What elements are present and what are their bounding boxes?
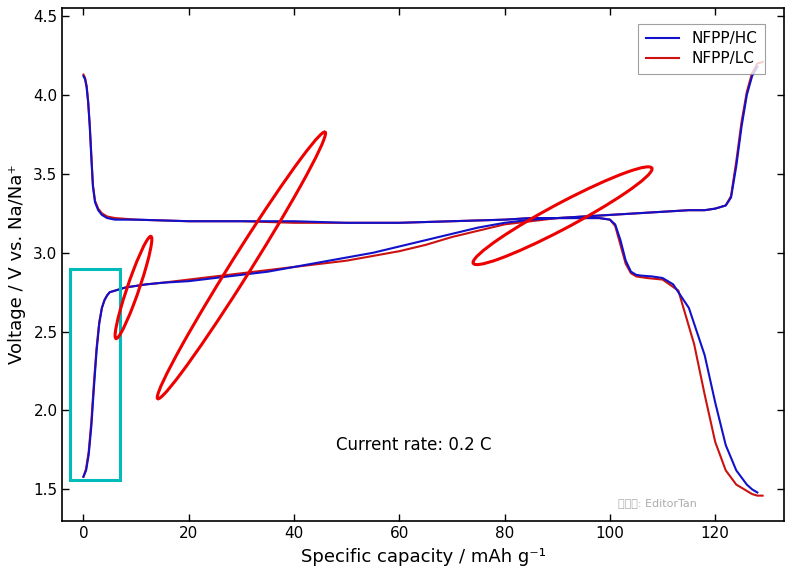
NFPP/HC <box>732 467 741 474</box>
NFPP/LC <box>700 391 710 398</box>
NFPP/LC <box>579 215 588 222</box>
NFPP/LC <box>658 276 668 283</box>
NFPP/HC <box>637 272 646 279</box>
NFPP/HC <box>110 216 120 223</box>
NFPP/HC <box>184 218 193 224</box>
NFPP/HC <box>742 481 752 488</box>
NFPP/HC <box>102 215 112 222</box>
NFPP/HC <box>658 274 668 281</box>
NFPP/HC <box>237 218 246 224</box>
NFPP/HC <box>342 219 352 226</box>
NFPP/LC <box>447 218 457 224</box>
NFPP/HC <box>131 216 141 223</box>
NFPP/LC <box>621 261 630 267</box>
NFPP/HC <box>579 215 588 222</box>
NFPP/HC <box>626 268 636 275</box>
NFPP/HC <box>447 218 457 224</box>
NFPP/HC <box>647 273 657 280</box>
NFPP/HC <box>394 219 404 226</box>
NFPP/LC <box>526 215 535 222</box>
NFPP/HC <box>82 84 91 91</box>
NFPP/HC <box>93 207 103 214</box>
NFPP/HC <box>700 352 710 359</box>
NFPP/LC <box>500 216 509 223</box>
NFPP/LC <box>93 205 103 212</box>
Line: NFPP/HC: NFPP/HC <box>83 76 757 492</box>
Text: 微信号: EditorTan: 微信号: EditorTan <box>618 498 697 508</box>
X-axis label: Specific capacity / mAh g⁻¹: Specific capacity / mAh g⁻¹ <box>300 548 546 565</box>
NFPP/LC <box>611 223 620 230</box>
NFPP/LC <box>626 270 636 277</box>
NFPP/HC <box>615 236 625 243</box>
NFPP/LC <box>131 216 141 223</box>
NFPP/LC <box>97 210 107 217</box>
NFPP/LC <box>78 71 88 78</box>
NFPP/HC <box>80 76 89 83</box>
NFPP/LC <box>615 242 625 249</box>
NFPP/LC <box>553 215 562 222</box>
NFPP/HC <box>88 183 97 190</box>
NFPP/LC <box>88 181 97 188</box>
NFPP/HC <box>78 73 88 80</box>
NFPP/HC <box>289 218 299 224</box>
NFPP/LC <box>758 492 767 499</box>
NFPP/LC <box>289 219 299 226</box>
NFPP/LC <box>85 122 94 129</box>
NFPP/LC <box>752 492 762 499</box>
NFPP/LC <box>342 219 352 226</box>
NFPP/HC <box>684 305 694 312</box>
NFPP/HC <box>500 216 509 223</box>
NFPP/HC <box>668 281 678 288</box>
NFPP/LC <box>605 216 615 223</box>
NFPP/HC <box>621 257 630 264</box>
Line: NFPP/LC: NFPP/LC <box>83 75 763 495</box>
NFPP/LC <box>110 215 120 222</box>
NFPP/LC <box>631 273 641 280</box>
NFPP/LC <box>595 215 604 222</box>
NFPP/HC <box>97 211 107 218</box>
NFPP/HC <box>83 99 93 106</box>
NFPP/LC <box>721 467 730 474</box>
NFPP/HC <box>553 215 562 222</box>
NFPP/HC <box>90 199 100 205</box>
NFPP/HC <box>611 221 620 228</box>
NFPP/HC <box>595 215 604 222</box>
Legend: NFPP/HC, NFPP/LC: NFPP/HC, NFPP/LC <box>638 24 765 73</box>
NFPP/LC <box>732 481 741 488</box>
NFPP/LC <box>83 98 93 105</box>
NFPP/LC <box>90 197 100 204</box>
NFPP/HC <box>85 123 94 130</box>
Bar <box>70 269 120 480</box>
Text: Current rate: 0.2 C: Current rate: 0.2 C <box>336 436 492 454</box>
NFPP/LC <box>689 341 699 348</box>
NFPP/LC <box>80 74 89 81</box>
NFPP/HC <box>721 442 730 449</box>
NFPP/HC <box>605 216 615 223</box>
NFPP/LC <box>184 218 193 224</box>
NFPP/HC <box>86 155 96 162</box>
NFPP/LC <box>748 491 757 498</box>
NFPP/HC <box>752 489 762 496</box>
NFPP/LC <box>394 219 404 226</box>
NFPP/HC <box>710 399 720 406</box>
NFPP/LC <box>710 439 720 445</box>
NFPP/LC <box>642 274 652 281</box>
NFPP/LC <box>237 218 246 224</box>
NFPP/LC <box>86 152 96 158</box>
NFPP/LC <box>82 82 91 89</box>
Y-axis label: Voltage / V vs. Na/Na⁺: Voltage / V vs. Na/Na⁺ <box>9 165 26 364</box>
NFPP/HC <box>631 272 641 278</box>
NFPP/LC <box>742 487 752 494</box>
NFPP/LC <box>674 287 683 294</box>
NFPP/HC <box>526 215 535 222</box>
NFPP/HC <box>748 486 757 492</box>
NFPP/LC <box>102 213 112 220</box>
